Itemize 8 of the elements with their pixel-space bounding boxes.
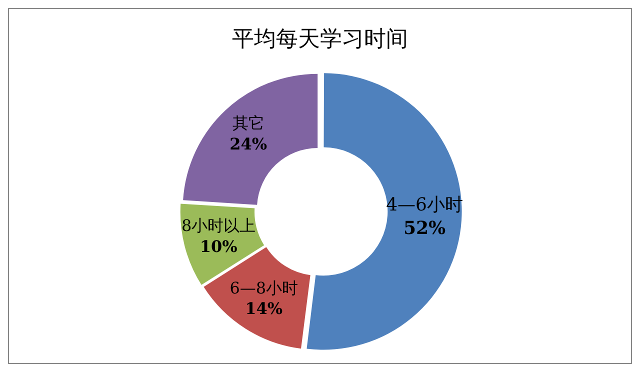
data-label: 52% [403,218,446,240]
slice-label: 8小时以上 [181,216,256,235]
slice-label: 6—8小时 [230,278,298,298]
data-label: 14% [245,299,283,318]
data-label: 10% [200,236,238,256]
slice-label: 其它 [232,114,264,133]
chart-title: 平均每天学习时间 [232,26,408,52]
data-label: 24% [230,134,268,154]
